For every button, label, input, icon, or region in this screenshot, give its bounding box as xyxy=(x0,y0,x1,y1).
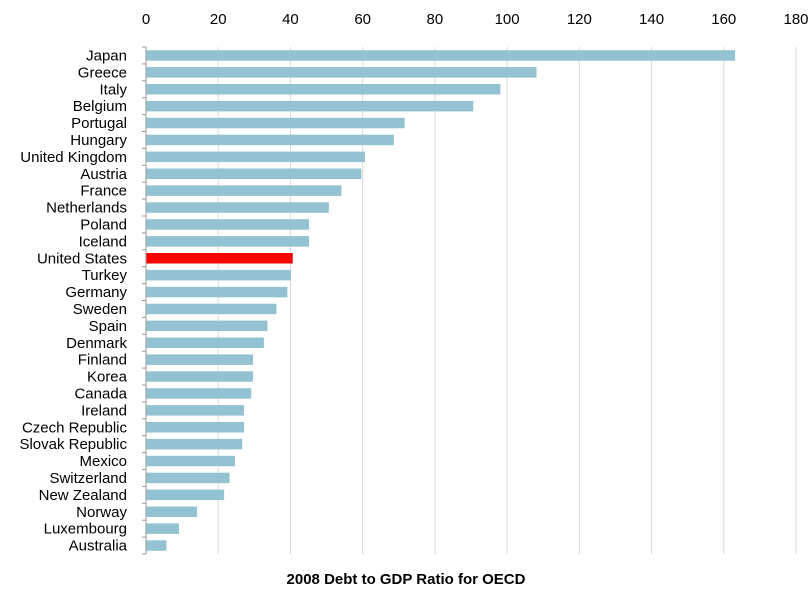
category-label: Poland xyxy=(80,216,127,233)
category-label: Australia xyxy=(69,538,128,555)
category-label: Korea xyxy=(87,369,128,386)
chart-title: 2008 Debt to GDP Ratio for OECD xyxy=(286,571,526,588)
category-label: New Zealand xyxy=(39,487,127,504)
category-label: Italy xyxy=(99,81,127,98)
category-label: Czech Republic xyxy=(22,419,128,436)
category-label: Denmark xyxy=(66,335,127,352)
bar xyxy=(146,354,254,365)
bar xyxy=(146,337,264,348)
bar xyxy=(146,236,309,247)
bar xyxy=(146,151,365,163)
category-label: Japan xyxy=(86,47,127,64)
bar xyxy=(146,168,362,179)
bar xyxy=(146,84,501,95)
bar xyxy=(146,523,179,534)
category-label: Luxembourg xyxy=(44,521,127,538)
bar xyxy=(146,67,537,78)
category-label: Austria xyxy=(80,166,127,183)
category-label: Netherlands xyxy=(46,200,127,217)
category-label: Norway xyxy=(76,504,127,521)
bar xyxy=(146,438,243,450)
category-label: Canada xyxy=(74,385,127,402)
bar xyxy=(146,371,254,382)
category-label: Spain xyxy=(89,318,127,335)
category-label: Germany xyxy=(65,284,127,301)
category-label: Ireland xyxy=(81,402,127,419)
category-label: Belgium xyxy=(73,98,127,115)
bar xyxy=(146,405,244,416)
bar xyxy=(146,117,405,129)
bar xyxy=(146,489,225,501)
x-tick-label: 160 xyxy=(711,11,736,28)
x-tick-label: 120 xyxy=(567,11,592,28)
x-tick-label: 60 xyxy=(354,11,371,28)
bar xyxy=(146,320,268,332)
x-tick-label: 180 xyxy=(783,11,808,28)
bar xyxy=(146,269,291,281)
category-label: Slovak Republic xyxy=(19,436,127,453)
bar-chart: 0 20 40 60 80 100 120 140 160 180 JapanGreeceItaly… xyxy=(19,11,808,555)
bar xyxy=(146,219,309,230)
x-tick-label: 140 xyxy=(639,11,664,28)
category-label: France xyxy=(80,183,127,200)
bar xyxy=(146,540,167,551)
x-tick-label: 100 xyxy=(495,11,520,28)
category-label: United States xyxy=(37,250,127,267)
bar xyxy=(146,253,293,264)
category-label: United Kingdom xyxy=(20,149,127,166)
category-label: Iceland xyxy=(79,233,127,250)
category-label: Mexico xyxy=(79,453,127,470)
bar xyxy=(146,506,198,517)
category-label: Turkey xyxy=(82,267,128,284)
category-label: Greece xyxy=(78,64,127,81)
category-label: Finland xyxy=(78,352,127,369)
category-label: Portugal xyxy=(71,115,127,132)
bar xyxy=(146,455,235,467)
x-tick-label: 20 xyxy=(210,11,227,28)
bar xyxy=(146,100,474,112)
x-tick-label: 0 xyxy=(142,11,150,28)
bar xyxy=(146,286,288,298)
bar xyxy=(146,134,394,146)
bar xyxy=(146,303,277,315)
bar xyxy=(146,185,342,196)
bar xyxy=(146,422,244,433)
bar xyxy=(146,388,252,399)
bar xyxy=(146,202,329,213)
bar xyxy=(146,50,736,61)
x-tick-label: 40 xyxy=(282,11,299,28)
category-label: Sweden xyxy=(73,301,127,318)
category-label: Switzerland xyxy=(49,470,127,487)
x-tick-label: 80 xyxy=(427,11,444,28)
category-label: Hungary xyxy=(70,132,127,149)
bar xyxy=(146,472,230,484)
